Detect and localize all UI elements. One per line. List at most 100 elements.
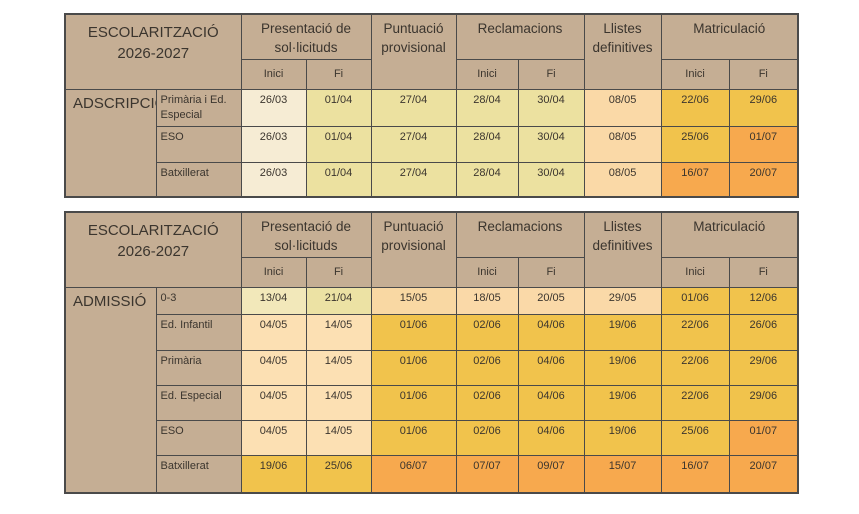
date-cell: 27/04 [370,88,457,127]
date-cell: 14/05 [305,384,372,421]
date-cell: 12/06 [728,286,799,315]
date-cell: 01/07 [728,125,799,163]
col-group-reclamacions: Reclamacions [455,211,585,258]
date-cell: 30/04 [517,125,585,163]
title-line1: ESCOLARITZACIÓ [87,24,219,41]
date-cell: 08/05 [583,88,662,127]
subheader-fi: Fi [305,256,372,288]
date-cell: 19/06 [240,454,307,494]
date-cell: 19/06 [583,349,662,386]
date-cell: 30/04 [517,88,585,127]
date-cell: 30/04 [517,161,585,198]
date-cell: 25/06 [660,125,730,163]
date-cell: 04/05 [240,384,307,421]
date-cell: 26/03 [240,161,307,198]
date-cell: 08/05 [583,161,662,198]
date-cell: 26/06 [728,313,799,351]
date-cell: 04/06 [517,419,585,456]
date-cell: 04/06 [517,313,585,351]
date-cell: 20/07 [728,454,799,494]
col-group-llistes: Llistes definitives [583,211,662,288]
row-label: ESO [155,125,242,163]
subheader-inici: Inici [660,256,730,288]
subheader-fi: Fi [728,58,799,90]
date-cell: 16/07 [660,454,730,494]
col-group-matriculacio: Matriculació [660,13,799,60]
date-cell: 19/06 [583,313,662,351]
date-cell: 15/05 [370,286,457,315]
date-cell: 02/06 [455,313,519,351]
date-cell: 14/05 [305,349,372,386]
date-cell: 01/04 [305,125,372,163]
adscripcio-schedule-table: ESCOLARITZACIÓ 2026-2027 Presentació de … [64,13,800,199]
col-group-presentacio: Presentació de sol·licituds [240,211,372,258]
date-cell: 01/07 [728,419,799,456]
row-label: 0-3 [155,286,242,315]
date-cell: 28/04 [455,125,519,163]
date-cell: 01/06 [370,349,457,386]
subheader-fi: Fi [305,58,372,90]
date-cell: 22/06 [660,349,730,386]
date-cell: 25/06 [660,419,730,456]
date-cell: 04/06 [517,349,585,386]
date-cell: 16/07 [660,161,730,198]
category-label: ADSCRIPCIÓ [64,88,157,198]
date-cell: 29/06 [728,88,799,127]
title-line1: ESCOLARITZACIÓ [87,222,219,239]
date-cell: 22/06 [660,384,730,421]
col-group-presentacio: Presentació de sol·licituds [240,13,372,60]
row-label: ESO [155,419,242,456]
subheader-inici: Inici [455,58,519,90]
date-cell: 27/04 [370,125,457,163]
subheader-inici: Inici [240,58,307,90]
date-cell: 28/04 [455,88,519,127]
date-cell: 02/06 [455,419,519,456]
date-cell: 04/05 [240,349,307,386]
table-title: ESCOLARITZACIÓ 2026-2027 [64,13,242,90]
subheader-fi: Fi [728,256,799,288]
date-cell: 04/05 [240,419,307,456]
date-cell: 04/06 [517,384,585,421]
row-label: Ed. Especial [155,384,242,421]
date-cell: 19/06 [583,384,662,421]
category-label: ADMISSIÓ [64,286,157,494]
row-label: Primària i Ed. Especial [155,88,242,127]
date-cell: 20/05 [517,286,585,315]
col-group-puntuacio: Puntuació provisional [370,13,457,90]
subheader-inici: Inici [455,256,519,288]
date-cell: 01/06 [370,384,457,421]
row-label: Primària [155,349,242,386]
date-cell: 26/03 [240,125,307,163]
date-cell: 15/07 [583,454,662,494]
table-title: ESCOLARITZACIÓ 2026-2027 [64,211,242,288]
date-cell: 21/04 [305,286,372,315]
date-cell: 01/04 [305,88,372,127]
subheader-inici: Inici [660,58,730,90]
date-cell: 08/05 [583,125,662,163]
date-cell: 01/06 [660,286,730,315]
date-cell: 29/06 [728,349,799,386]
date-cell: 01/04 [305,161,372,198]
date-cell: 18/05 [455,286,519,315]
col-group-llistes: Llistes definitives [583,13,662,90]
date-cell: 13/04 [240,286,307,315]
col-group-reclamacions: Reclamacions [455,13,585,60]
subheader-inici: Inici [240,256,307,288]
date-cell: 29/06 [728,384,799,421]
date-cell: 25/06 [305,454,372,494]
date-cell: 26/03 [240,88,307,127]
date-cell: 02/06 [455,349,519,386]
date-cell: 14/05 [305,419,372,456]
date-cell: 07/07 [455,454,519,494]
title-line2: 2026-2027 [117,243,190,260]
date-cell: 01/06 [370,313,457,351]
date-cell: 29/05 [583,286,662,315]
row-label: Batxillerat [155,161,242,198]
date-cell: 19/06 [583,419,662,456]
date-cell: 02/06 [455,384,519,421]
date-cell: 22/06 [660,313,730,351]
date-cell: 22/06 [660,88,730,127]
date-cell: 01/06 [370,419,457,456]
date-cell: 09/07 [517,454,585,494]
title-line2: 2026-2027 [117,45,190,62]
